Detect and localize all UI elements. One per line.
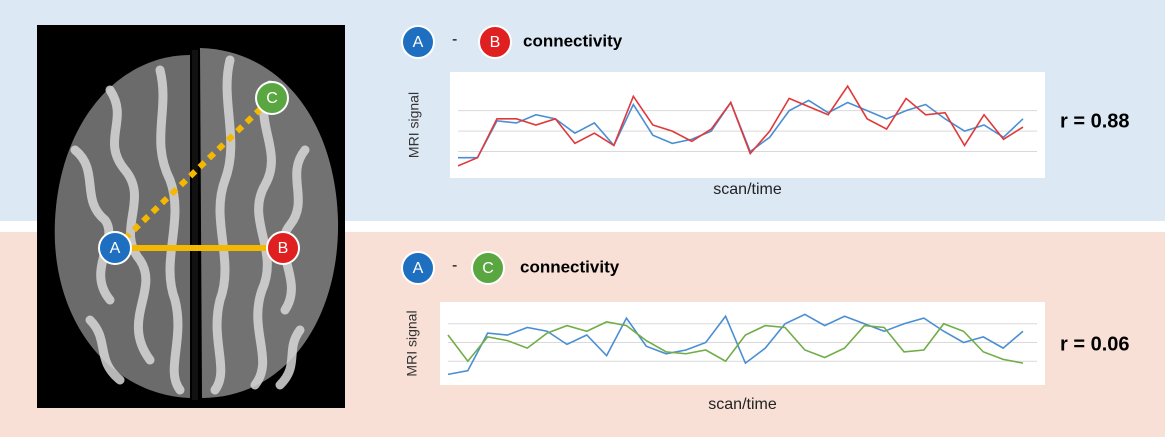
node-label: B: [278, 240, 289, 257]
node-circle: [266, 231, 300, 265]
node-label: C: [266, 90, 278, 107]
node-label: C: [482, 260, 494, 277]
series-line: [447, 321, 1024, 364]
series-line: [457, 84, 1024, 167]
node-circle: [478, 25, 512, 59]
node-circle: [255, 81, 289, 115]
plot-area: [440, 302, 1045, 385]
node-circle: [471, 251, 505, 285]
brain-image: [37, 25, 345, 408]
heading-separator: -: [452, 31, 457, 48]
correlation-label: r = 0.88: [1060, 110, 1130, 132]
heading-separator: -: [452, 257, 457, 274]
node-circle: [98, 231, 132, 265]
link-ac: [112, 95, 275, 251]
x-axis-label: scan/time: [713, 181, 782, 198]
node-label: B: [490, 34, 501, 51]
node-label: A: [413, 260, 424, 277]
heading-text: connectivity: [523, 31, 623, 50]
node-label: A: [110, 240, 121, 257]
plot-area: [450, 72, 1045, 178]
y-axis-label: MRI signal: [404, 310, 420, 376]
series-line: [447, 313, 1024, 376]
node-circle: [401, 25, 435, 59]
correlation-label: r = 0.06: [1060, 333, 1130, 355]
y-axis-label: MRI signal: [406, 92, 422, 158]
node-circle: [401, 251, 435, 285]
node-label: A: [413, 34, 424, 51]
x-axis-label: scan/time: [708, 396, 777, 413]
heading-text: connectivity: [520, 257, 620, 276]
